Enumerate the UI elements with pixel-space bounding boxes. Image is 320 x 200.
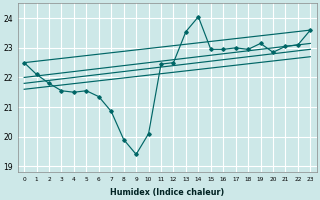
X-axis label: Humidex (Indice chaleur): Humidex (Indice chaleur) [110, 188, 224, 197]
